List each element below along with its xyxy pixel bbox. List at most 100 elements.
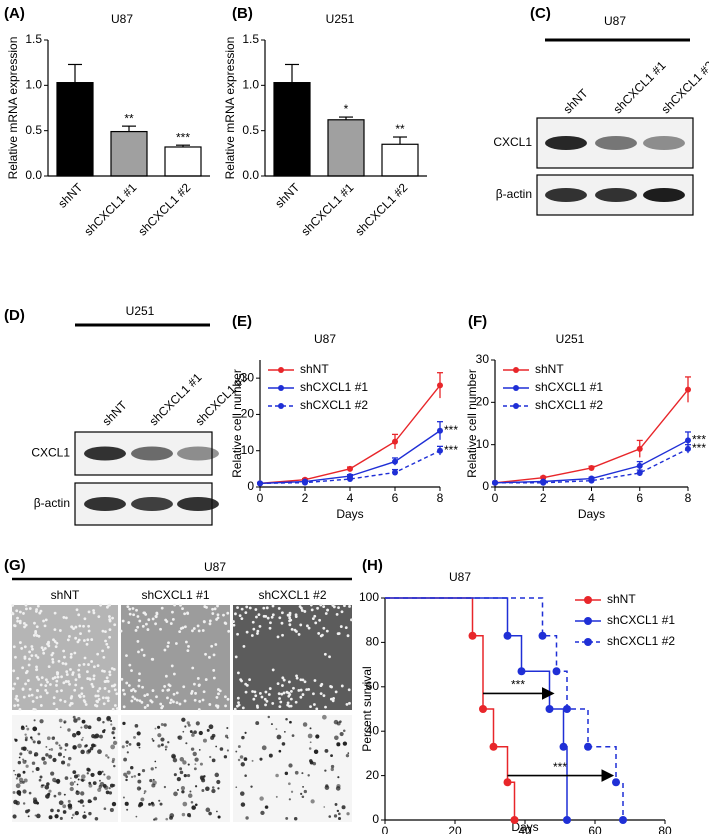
cell: [333, 814, 338, 818]
cell: [61, 661, 65, 665]
cell: [96, 664, 100, 668]
cell: [87, 610, 91, 614]
cell: [157, 744, 161, 748]
cell: [192, 751, 197, 757]
cell: [194, 763, 197, 766]
cell: [180, 785, 186, 791]
blot-band: [643, 188, 685, 202]
cell: [99, 603, 102, 607]
cell: [19, 752, 23, 756]
cell: [257, 613, 261, 617]
bar: [381, 143, 419, 177]
cell: [74, 678, 78, 682]
cell: [287, 694, 291, 698]
cell: [112, 736, 116, 740]
cell: [42, 784, 45, 787]
cell: [86, 670, 89, 674]
cell: [96, 652, 100, 656]
cell: [16, 773, 21, 778]
panel-label: (C): [530, 5, 551, 22]
cell: [138, 672, 141, 676]
cell: [271, 702, 275, 705]
cell: [289, 720, 292, 724]
cell: [226, 736, 229, 739]
marker: [468, 631, 477, 640]
cell: [241, 706, 245, 710]
cell: [179, 603, 182, 607]
cell: [65, 673, 69, 676]
y-tick-label: 0: [247, 479, 254, 493]
cell: [186, 649, 190, 653]
cell: [171, 610, 174, 614]
cell: [26, 727, 30, 731]
cell: [85, 642, 89, 646]
cell: [226, 697, 230, 701]
cell: [55, 741, 59, 745]
cell: [51, 736, 56, 740]
cell: [55, 641, 59, 645]
cell: [88, 811, 92, 816]
cell: [112, 726, 116, 731]
y-tick-label: 1.5: [242, 32, 259, 46]
cell: [216, 779, 221, 785]
cell: [332, 605, 336, 609]
cell: [244, 682, 248, 686]
cell: [196, 624, 200, 628]
cell: [270, 723, 273, 726]
cell: [150, 801, 154, 805]
cell: [108, 628, 112, 631]
cell: [322, 694, 326, 698]
cell: [303, 610, 307, 613]
cell: [44, 678, 48, 682]
cell: [136, 742, 141, 747]
cell: [94, 733, 100, 739]
cell: [138, 619, 142, 623]
cell: [52, 777, 57, 783]
cell: [270, 615, 274, 619]
cell: [13, 704, 17, 708]
cell: [141, 769, 146, 773]
cell: [105, 676, 109, 680]
cell: [146, 693, 149, 696]
cell: [110, 723, 113, 726]
cell: [198, 748, 201, 751]
cell: [55, 671, 59, 674]
cell: [74, 625, 78, 629]
cell: [64, 616, 68, 620]
image-title: U87: [204, 560, 226, 574]
cell: [200, 776, 205, 781]
column-label: shNT: [51, 588, 80, 602]
cell: [194, 803, 198, 807]
cell: [328, 655, 331, 659]
cell: [294, 770, 299, 775]
cell: [48, 789, 52, 793]
cell: [132, 613, 136, 617]
cell: [192, 682, 196, 686]
cell: [178, 630, 182, 634]
cell: [121, 745, 125, 749]
cell: [143, 790, 147, 793]
cell: [30, 693, 34, 697]
cell: [194, 691, 197, 695]
cell: [125, 654, 128, 658]
cell: [40, 646, 44, 649]
cell: [106, 716, 111, 722]
cell: [24, 623, 28, 627]
cell: [13, 624, 16, 627]
cell: [126, 808, 129, 811]
cell: [52, 638, 55, 642]
cell: [313, 614, 317, 618]
cell: [297, 689, 301, 692]
cell: [307, 774, 310, 777]
cell: [90, 800, 93, 803]
cell: [101, 629, 105, 633]
cell: [63, 721, 66, 724]
cell: [288, 782, 291, 786]
cell: [176, 777, 181, 782]
cell: [203, 620, 206, 624]
x-tick-label: 20: [448, 824, 462, 834]
cell: [172, 672, 176, 676]
significance: *: [344, 102, 349, 116]
blot-band: [84, 446, 126, 461]
cell: [91, 685, 95, 689]
